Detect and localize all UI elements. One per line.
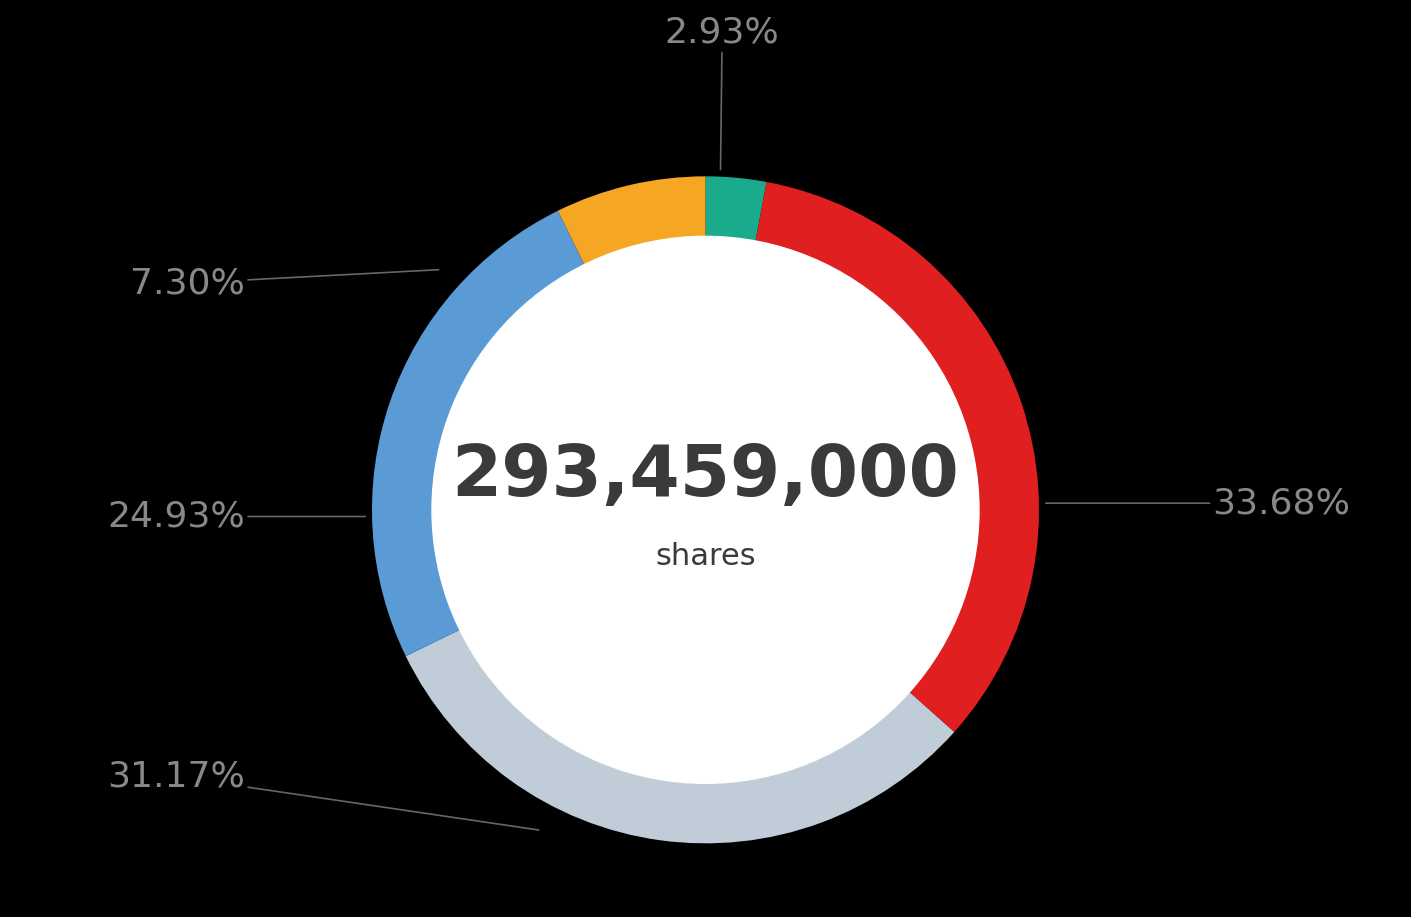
Text: shares: shares (655, 542, 756, 571)
Text: 293,459,000: 293,459,000 (452, 442, 959, 511)
Text: 7.30%: 7.30% (130, 266, 439, 300)
Text: 33.68%: 33.68% (1046, 486, 1350, 520)
Text: 24.93%: 24.93% (107, 500, 365, 534)
Text: 31.17%: 31.17% (107, 759, 539, 830)
Wedge shape (373, 211, 584, 657)
Text: 2.93%: 2.93% (665, 16, 779, 170)
Wedge shape (406, 630, 954, 844)
Wedge shape (755, 182, 1038, 732)
Wedge shape (557, 176, 706, 265)
Wedge shape (706, 176, 766, 241)
Circle shape (432, 237, 979, 783)
